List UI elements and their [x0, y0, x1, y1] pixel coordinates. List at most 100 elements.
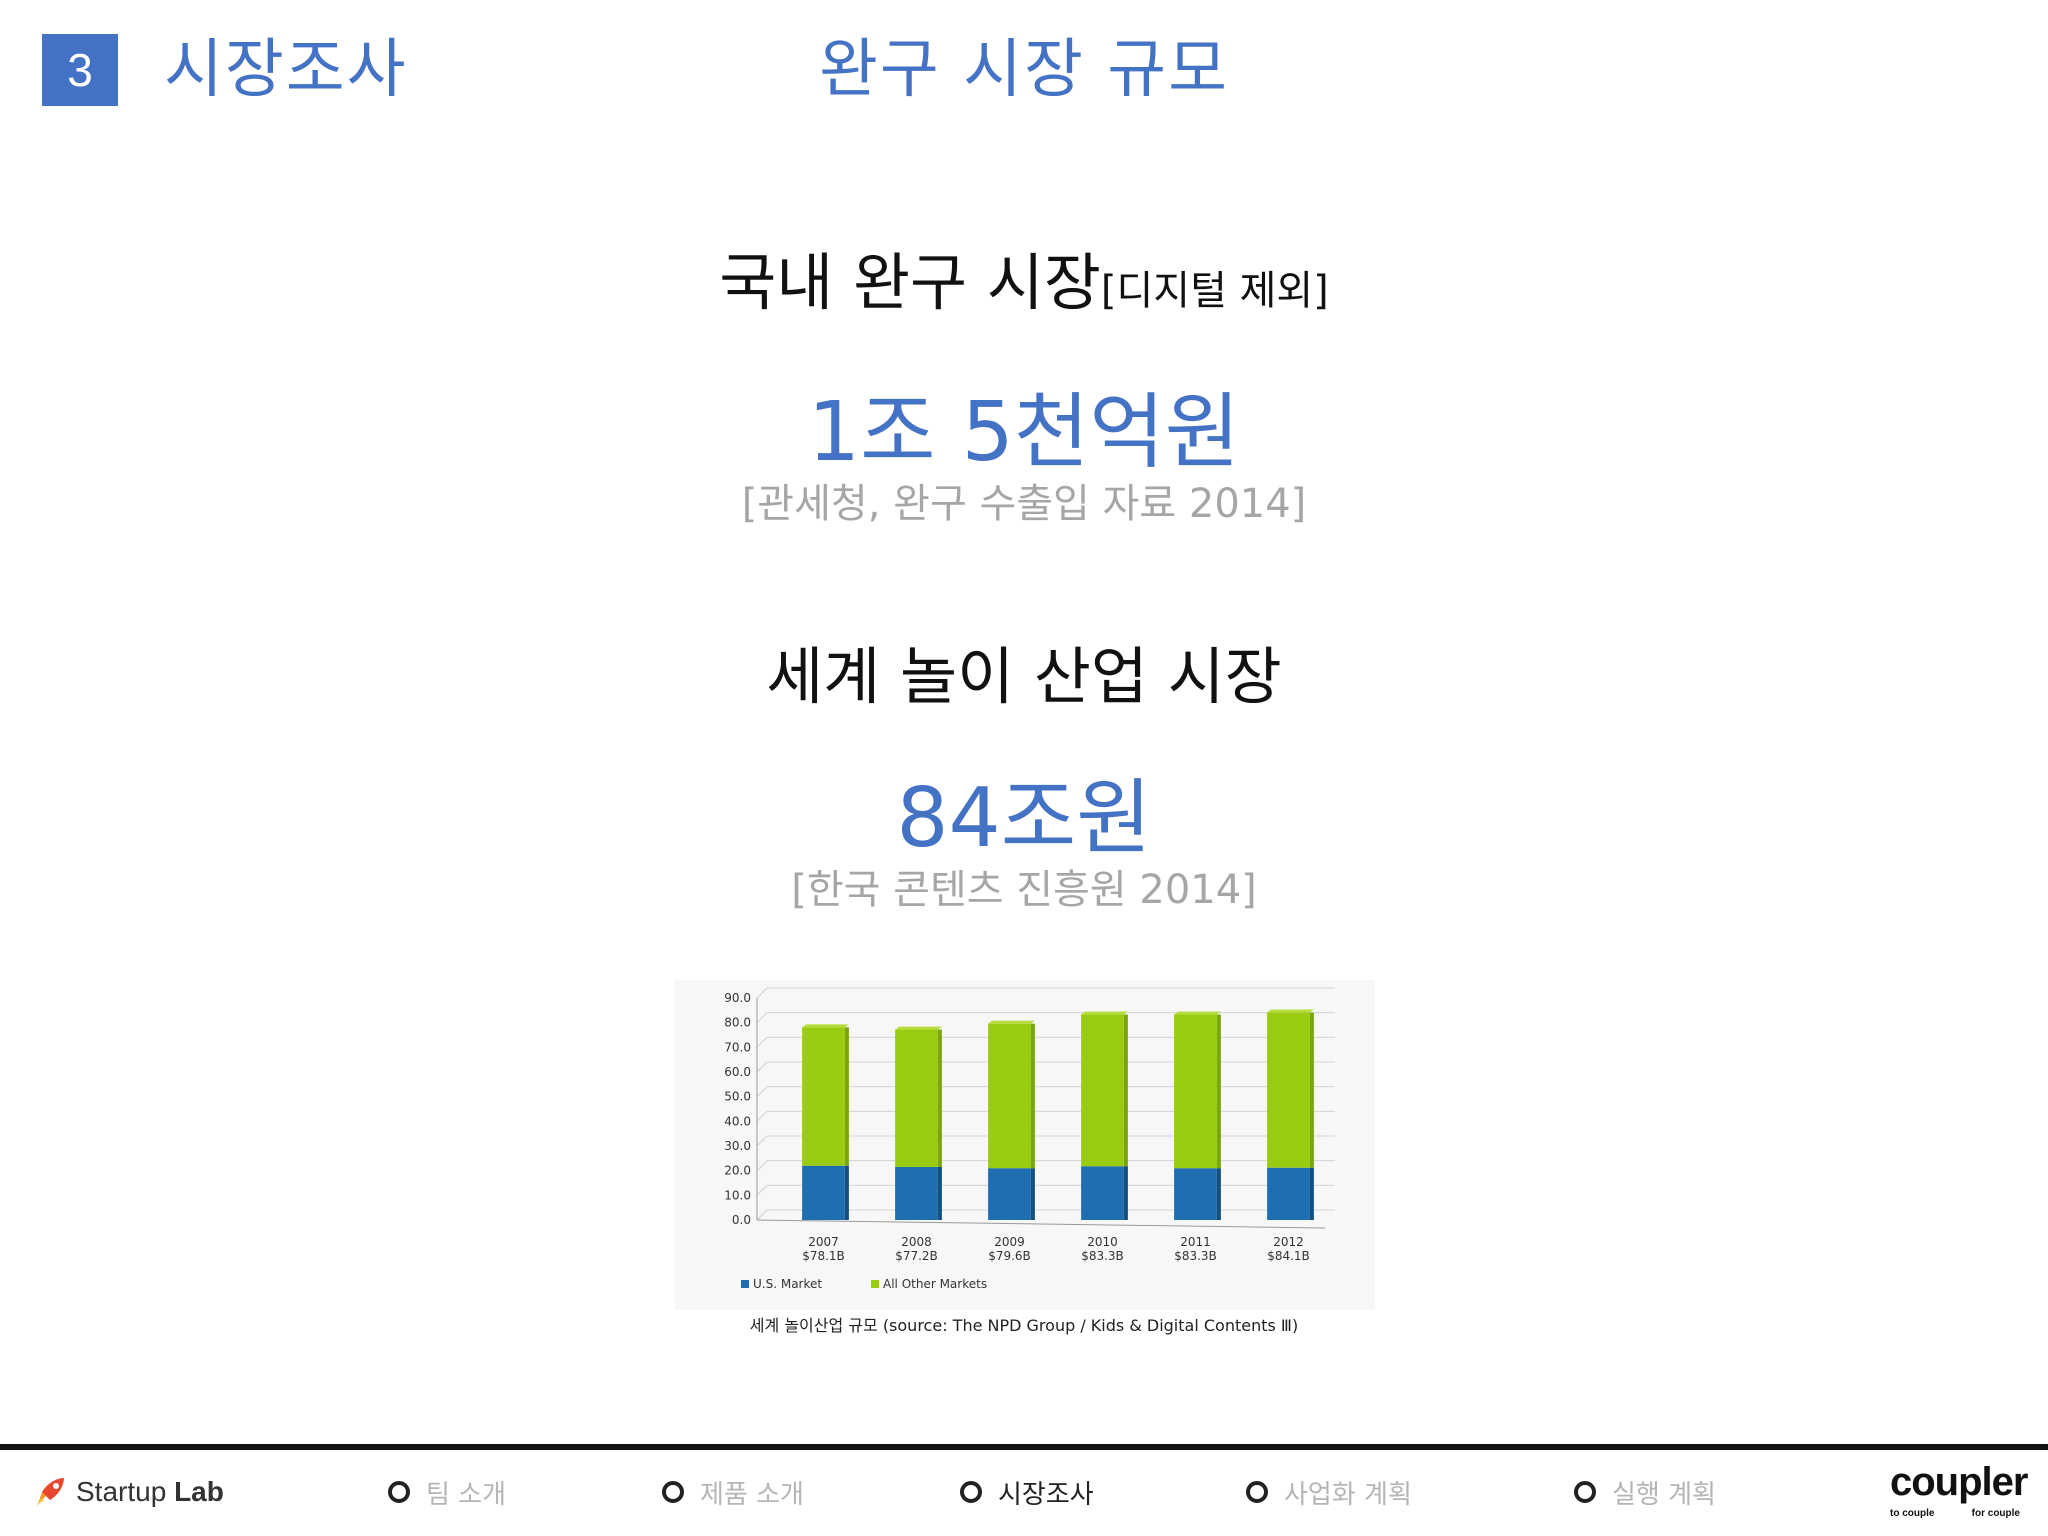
bar-top-face	[1174, 1011, 1221, 1015]
domestic-heading-text: 국내 완구 시장	[719, 246, 1101, 319]
section-title: 시장조사	[164, 33, 408, 107]
nav-item-product[interactable]: 제품 소개	[662, 1472, 804, 1512]
grid-line	[756, 1209, 768, 1221]
y-tick-label: 90.0	[724, 991, 751, 1005]
global-market-value: 84조원	[896, 771, 1152, 866]
section-number-badge: 3	[42, 34, 118, 106]
bar-all-other-markets-2008	[895, 1029, 938, 1167]
grid-line	[756, 1110, 768, 1122]
coupler-tag-left: to couple	[1890, 1508, 1935, 1519]
legend-swatch	[741, 1280, 749, 1288]
x-tick-label: 2008	[901, 1235, 932, 1249]
bar-u-s-market-2012	[1267, 1167, 1310, 1220]
bar-top-face	[1081, 1011, 1128, 1015]
coupler-taglines: to couple for couple	[1890, 1508, 2020, 1519]
footer-divider	[0, 1444, 2048, 1450]
toy-market-bar-chart: 0.0 10.0 20.0 30.0 40.0 50.0 60.0 70.0 80.0 90.0 2…	[675, 980, 1375, 1310]
startup-lab-wordmark: Startup Lab	[76, 1476, 224, 1508]
rocket-icon	[32, 1474, 68, 1510]
grid-line	[756, 1086, 768, 1098]
domestic-market-heading: 국내 완구 시장[디지털 제외]	[0, 252, 2048, 314]
bar-side-face	[1030, 1168, 1035, 1220]
grid-line	[756, 1036, 768, 1048]
grid-line	[756, 987, 768, 999]
x-tick-label: 2009	[994, 1235, 1025, 1249]
bar-side-face	[937, 1029, 942, 1167]
nav-item-team[interactable]: 팀 소개	[388, 1472, 506, 1512]
y-tick-label: 20.0	[724, 1164, 751, 1178]
x-tick-sublabel: $83.3B	[1081, 1249, 1124, 1263]
bar-top-face	[988, 1020, 1035, 1024]
startup-lab-logo: Startup Lab	[32, 1472, 224, 1512]
x-tick-sublabel: $78.1B	[802, 1249, 845, 1263]
global-market-heading: 세계 놀이 산업 시장	[0, 646, 2048, 708]
y-tick-label: 10.0	[724, 1188, 751, 1202]
x-tick-label: 2007	[808, 1235, 839, 1249]
bar-side-face	[1123, 1014, 1128, 1167]
domestic-market-source: [관세청, 완구 수출입 자료 2014]	[741, 481, 1307, 527]
bar-all-other-markets-2012	[1267, 1012, 1310, 1168]
nav-item-execution-plan[interactable]: 실행 계획	[1574, 1472, 1716, 1512]
bar-side-face	[844, 1027, 849, 1166]
y-tick-label: 50.0	[724, 1090, 751, 1104]
bar-side-face	[1030, 1023, 1035, 1169]
bar-u-s-market-2008	[895, 1166, 938, 1220]
footer-nav-bar: Startup Lab 팀 소개 제품 소개 시장조사 사업화 계획 실행 계획…	[0, 1450, 2048, 1536]
bar-top-face	[1267, 1009, 1314, 1013]
bar-top-face	[802, 1024, 849, 1028]
chart-caption: 세계 놀이산업 규모 (source: The NPD Group / Kids…	[749, 1316, 1299, 1335]
y-tick-label: 40.0	[724, 1114, 751, 1128]
global-heading-text: 세계 놀이 산업 시장	[766, 640, 1282, 713]
bar-u-s-market-2007	[802, 1165, 845, 1220]
nav-bullet-icon	[1574, 1481, 1596, 1503]
bar-side-face	[1216, 1014, 1221, 1169]
x-tick-sublabel: $84.1B	[1267, 1249, 1310, 1263]
x-tick-sublabel: $79.6B	[988, 1249, 1031, 1263]
nav-item-label: 팀 소개	[426, 1479, 507, 1510]
grid-line	[756, 1184, 768, 1196]
bar-side-face	[937, 1166, 942, 1220]
bar-u-s-market-2010	[1081, 1166, 1124, 1220]
grid-line	[756, 1160, 768, 1172]
y-tick-label: 30.0	[724, 1139, 751, 1153]
legend-swatch	[871, 1280, 879, 1288]
global-market-source: [한국 콘텐츠 진흥원 2014]	[791, 867, 1257, 913]
y-tick-label: 70.0	[724, 1040, 751, 1054]
x-tick-sublabel: $83.3B	[1174, 1249, 1217, 1263]
bar-top-face	[895, 1026, 942, 1030]
coupler-wordmark: coupler	[1890, 1460, 2028, 1504]
grid-line	[756, 1061, 768, 1073]
domestic-market-value: 1조 5천억원	[807, 385, 1241, 480]
bar-u-s-market-2011	[1174, 1168, 1217, 1220]
bar-u-s-market-2009	[988, 1168, 1031, 1220]
x-axis	[756, 1219, 1326, 1229]
nav-item-label: 시장조사	[998, 1479, 1094, 1510]
coupler-tag-right: for couple	[1971, 1508, 2020, 1519]
nav-bullet-icon	[960, 1481, 982, 1503]
grid-line	[756, 1135, 768, 1147]
nav-item-market-research[interactable]: 시장조사	[960, 1472, 1094, 1512]
x-tick-label: 2012	[1273, 1235, 1304, 1249]
x-tick-label: 2010	[1087, 1235, 1118, 1249]
nav-item-label: 실행 계획	[1612, 1479, 1716, 1510]
domestic-heading-note: [디지털 제외]	[1100, 268, 1329, 314]
bar-all-other-markets-2007	[802, 1027, 845, 1166]
bar-side-face	[1309, 1012, 1314, 1168]
y-tick-label: 80.0	[724, 1016, 751, 1030]
page-title-text: 완구 시장 규모	[819, 33, 1229, 107]
nav-bullet-icon	[1246, 1481, 1268, 1503]
page-title: 완구 시장 규모	[0, 30, 2048, 110]
nav-item-label: 제품 소개	[700, 1479, 804, 1510]
bar-side-face	[1309, 1167, 1314, 1220]
bar-side-face	[1216, 1168, 1221, 1220]
coupler-logo: coupler to couple for couple	[1890, 1460, 2028, 1526]
bar-side-face	[844, 1165, 849, 1220]
y-tick-label: 60.0	[724, 1065, 751, 1079]
legend-label: U.S. Market	[753, 1277, 822, 1291]
bar-side-face	[1123, 1166, 1128, 1220]
bar-all-other-markets-2011	[1174, 1014, 1217, 1169]
nav-item-business-plan[interactable]: 사업화 계획	[1246, 1472, 1412, 1512]
bar-all-other-markets-2009	[988, 1023, 1031, 1169]
nav-bullet-icon	[388, 1481, 410, 1503]
logo-word-startup: Startup	[76, 1476, 167, 1507]
